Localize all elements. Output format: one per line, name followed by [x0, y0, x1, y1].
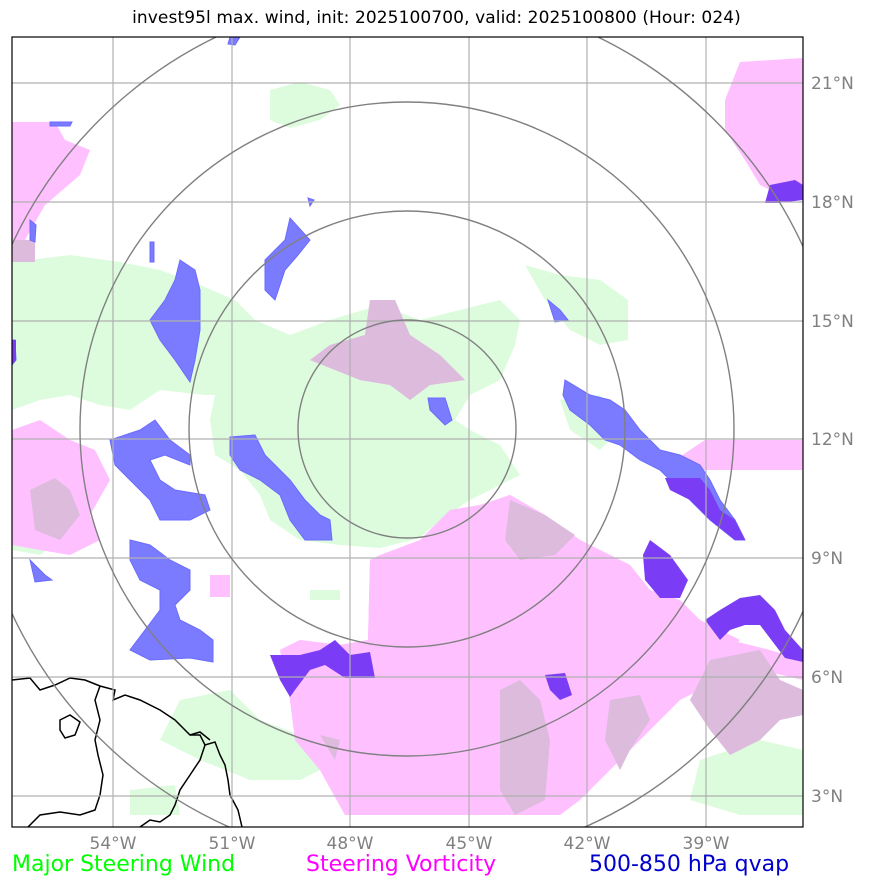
- lat-label: 21°N: [811, 74, 854, 94]
- range-ring-2: [188, 210, 626, 648]
- range-ring-3: [79, 101, 735, 757]
- legend-steering-vorticity: Steering Vorticity: [306, 852, 497, 877]
- lat-label: 18°N: [811, 193, 854, 213]
- lat-label: 6°N: [811, 668, 843, 688]
- lon-label: 51°W: [209, 834, 256, 854]
- map-title: invest95l max. wind, init: 2025100700, v…: [132, 8, 741, 28]
- lon-label: 48°W: [327, 834, 374, 854]
- map-frame: [11, 36, 804, 828]
- lon-label: 45°W: [446, 834, 493, 854]
- lat-label: 9°N: [811, 549, 843, 569]
- lat-label: 15°N: [811, 312, 854, 332]
- lat-tick-labels: 21°N 18°N 15°N 12°N 9°N 6°N 3°N: [811, 74, 854, 807]
- overlap-areas: [12, 240, 803, 815]
- gridlines: [12, 37, 803, 827]
- lon-tick-labels: 54°W 51°W 48°W 45°W 42°W 39°W: [90, 834, 730, 854]
- range-ring-1: [297, 319, 517, 539]
- legend-qvap: 500-850 hPa qvap: [589, 852, 790, 877]
- lon-label: 42°W: [564, 834, 611, 854]
- lon-label: 54°W: [90, 834, 137, 854]
- coastline: [12, 677, 243, 827]
- range-rings: [12, 37, 803, 827]
- lat-label: 12°N: [811, 430, 854, 450]
- qvap-dark-areas: [12, 180, 803, 700]
- legend-major-steering-wind: Major Steering Wind: [12, 852, 236, 877]
- lon-label: 39°W: [683, 834, 730, 854]
- lat-label: 3°N: [811, 787, 843, 807]
